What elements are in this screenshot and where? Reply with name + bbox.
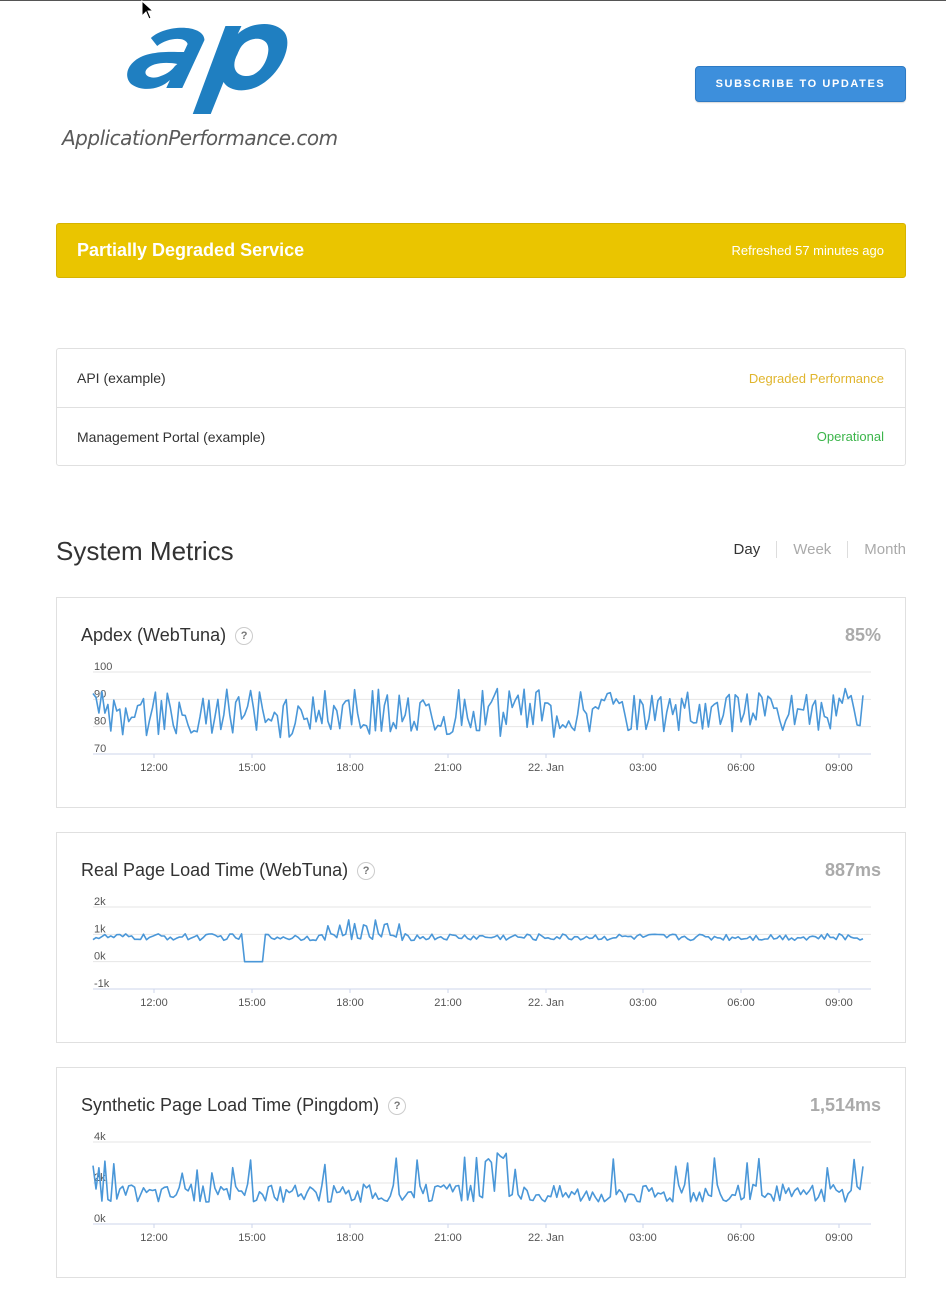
component-row: API (example) Degraded Performance — [57, 349, 905, 407]
system-metrics-heading: System Metrics — [56, 536, 234, 566]
component-name: API (example) — [77, 370, 166, 386]
ap-logo-mark-icon — [127, 24, 288, 114]
status-banner: Partially Degraded Service Refreshed 57 … — [56, 223, 906, 278]
y-tick-label: 0k — [94, 1213, 106, 1225]
metric-title: Apdex (WebTuna) — [81, 625, 227, 645]
y-tick-label: 70 — [94, 743, 106, 755]
x-tick-label: 12:00 — [140, 1232, 168, 1244]
metric-title: Synthetic Page Load Time (Pingdom) — [81, 1095, 380, 1115]
y-tick-label: 1k — [94, 923, 106, 935]
metric-title: Real Page Load Time (WebTuna) — [81, 860, 349, 880]
x-tick-label: 03:00 — [629, 997, 657, 1009]
x-tick-label: 12:00 — [140, 762, 168, 774]
window-top-border — [0, 0, 946, 1]
mouse-cursor-icon — [141, 0, 155, 20]
help-icon[interactable]: ? — [388, 1096, 407, 1115]
y-tick-label: 2k — [94, 896, 106, 908]
metric-current-value: 887ms — [824, 860, 881, 880]
components-list: API (example) Degraded Performance Manag… — [56, 348, 906, 466]
x-tick-label: 15:00 — [238, 997, 266, 1009]
refresh-timestamp: Refreshed 57 minutes ago — [731, 243, 884, 258]
y-tick-label: -1k — [94, 978, 110, 990]
x-tick-label: 18:00 — [336, 762, 364, 774]
x-tick-label: 18:00 — [336, 1232, 364, 1244]
range-week-tab[interactable]: Week — [776, 541, 847, 558]
x-tick-label: 06:00 — [727, 997, 755, 1009]
x-tick-label: 18:00 — [336, 997, 364, 1009]
y-tick-label: 0k — [94, 951, 106, 963]
logo-wordmark: ApplicationPerformance.com — [62, 126, 338, 150]
component-name: Management Portal (example) — [77, 428, 266, 445]
overall-status-title: Partially Degraded Service — [77, 240, 305, 260]
range-month-tab[interactable]: Month — [847, 541, 906, 558]
x-tick-label: 22. Jan — [528, 997, 564, 1009]
series-line — [92, 919, 864, 963]
help-icon[interactable]: ? — [235, 626, 254, 645]
y-tick-label: 4k — [94, 1131, 106, 1143]
x-tick-label: 21:00 — [434, 762, 462, 774]
range-day-tab[interactable]: Day — [733, 541, 761, 558]
series-line — [92, 687, 864, 739]
metric-chart[interactable]: 2k 1k 0k -1k 12:00 15:00 18:00 21:00 22. Jan 03:0… — [57, 833, 905, 1042]
x-tick-label: 22. Jan — [528, 1232, 564, 1244]
y-tick-label: 80 — [94, 716, 106, 728]
x-tick-label: 06:00 — [727, 762, 755, 774]
x-tick-label: 15:00 — [238, 762, 266, 774]
metric-current-value: 85% — [844, 625, 881, 645]
metric-card-synthetic-page-load: Synthetic Page Load Time (Pingdom) ? 1,5… — [56, 1067, 906, 1278]
x-tick-label: 09:00 — [825, 762, 853, 774]
x-tick-label: 12:00 — [140, 997, 168, 1009]
metric-card-real-page-load: Real Page Load Time (WebTuna) ? 887ms 2k… — [56, 832, 906, 1043]
x-tick-label: 15:00 — [238, 1232, 266, 1244]
x-tick-label: 21:00 — [434, 997, 462, 1009]
range-selector: Day Week Month — [718, 541, 906, 558]
x-tick-label: 21:00 — [434, 1232, 462, 1244]
x-tick-label: 03:00 — [629, 1232, 657, 1244]
x-tick-label: 06:00 — [727, 1232, 755, 1244]
component-status: Operational — [816, 429, 884, 444]
x-tick-label: 09:00 — [825, 1232, 853, 1244]
series-line — [92, 1152, 864, 1203]
x-tick-label: 09:00 — [825, 997, 853, 1009]
x-tick-label: 03:00 — [629, 762, 657, 774]
component-row: Management Portal (example) Operational — [57, 407, 905, 465]
y-tick-label: 100 — [94, 661, 112, 673]
x-tick-label: 22. Jan — [528, 762, 564, 774]
help-icon[interactable]: ? — [357, 861, 376, 880]
subscribe-button[interactable]: SUBSCRIBE TO UPDATES — [695, 66, 906, 102]
site-logo[interactable]: ApplicationPerformance.com — [60, 14, 340, 154]
component-status: Degraded Performance — [748, 370, 884, 386]
metric-card-apdex: Apdex (WebTuna) ? 85% 100 90 80 70 12:00 15:0… — [56, 597, 906, 808]
metric-current-value: 1,514ms — [809, 1095, 881, 1115]
